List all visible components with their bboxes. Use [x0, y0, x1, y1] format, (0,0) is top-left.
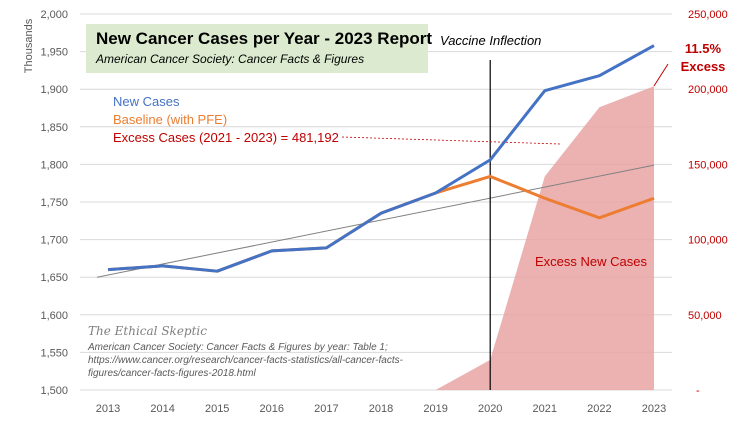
title-box: New Cancer Cases per Year - 2023 Report … — [86, 24, 432, 73]
x-tick-label: 2021 — [533, 403, 557, 415]
y-tick-label: 1,600 — [40, 310, 68, 322]
trendline — [96, 164, 655, 278]
x-tick-label: 2020 — [478, 403, 502, 415]
y-tick-label: 1,500 — [40, 385, 68, 397]
y-tick-label: 1,800 — [40, 159, 68, 171]
y2-tick-label: - — [696, 385, 700, 397]
y-tick-label: 1,900 — [40, 84, 68, 96]
y2-tick-label: 200,000 — [688, 84, 728, 96]
excess-percent-value: 11.5% — [684, 41, 722, 56]
y2-tick-label: 150,000 — [688, 159, 728, 171]
vaccine-inflection-label: Vaccine Inflection — [440, 33, 542, 48]
excess-area — [435, 86, 654, 390]
y2-tick-label: 250,000 — [688, 9, 728, 21]
excess-pointer-line — [341, 136, 561, 145]
watermark: The Ethical Skeptic — [88, 324, 207, 338]
x-tick-label: 2019 — [423, 403, 447, 415]
y-axis-title: Thousands — [23, 18, 35, 73]
source-line: American Cancer Society: Cancer Facts & … — [88, 342, 388, 353]
series-line-new-cases — [107, 44, 655, 273]
y-tick-label: 2,000 — [40, 9, 68, 21]
legend-baseline: Baseline (with PFE) — [113, 112, 228, 127]
x-tick-label: 2013 — [96, 403, 120, 415]
y-tick-label: 1,700 — [40, 235, 68, 247]
x-tick-label: 2017 — [314, 403, 338, 415]
y-tick-label: 1,850 — [40, 122, 68, 134]
x-tick-label: 2016 — [260, 403, 284, 415]
chart-title: New Cancer Cases per Year - 2023 Report — [96, 29, 433, 48]
excess-percent-label: 11.5% Excess — [669, 40, 737, 76]
x-tick-label: 2015 — [205, 403, 229, 415]
y-tick-label: 1,950 — [40, 47, 68, 59]
source-line: https://www.cancer.org/research/cancer-f… — [88, 355, 403, 366]
x-tick-label: 2023 — [642, 403, 666, 415]
y2-tick-label: 100,000 — [688, 235, 728, 247]
legend-new-cases: New Cases — [113, 94, 180, 109]
excess-percent-word: Excess — [680, 59, 726, 74]
y-tick-label: 1,750 — [40, 197, 68, 209]
x-tick-label: 2014 — [150, 403, 174, 415]
x-tick-label: 2022 — [587, 403, 611, 415]
y-tick-label: 1,650 — [40, 272, 68, 284]
source-note: American Cancer Society: Cancer Facts & … — [88, 341, 458, 380]
y2-tick-label: 50,000 — [688, 310, 722, 322]
x-tick-label: 2018 — [369, 403, 393, 415]
chart-subtitle: American Cancer Society: Cancer Facts & … — [96, 52, 365, 66]
source-line: figures/cancer-facts-figures-2018.html — [88, 368, 256, 379]
excess-area-label: Excess New Cases — [535, 254, 647, 269]
y-tick-label: 1,550 — [40, 347, 68, 359]
legend-excess-cases: Excess Cases (2021 - 2023) = 481,192 — [113, 130, 339, 145]
excess-percent-pointer — [653, 63, 669, 87]
